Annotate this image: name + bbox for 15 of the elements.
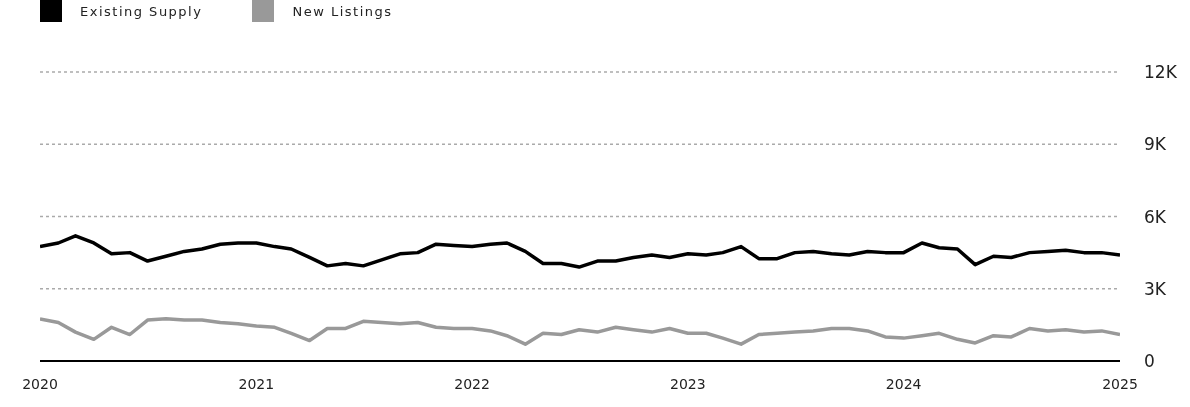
x-tick-label: 2025 xyxy=(1102,375,1138,392)
line-series xyxy=(40,317,1120,346)
x-tick-label: 2020 xyxy=(22,375,58,392)
y-tick-label: 12K xyxy=(1144,62,1178,83)
y-tick-label: 9K xyxy=(1144,134,1167,155)
y-tick-label: 0 xyxy=(1144,351,1155,372)
x-tick-label: 2021 xyxy=(238,375,275,392)
y-tick-label: 3K xyxy=(1144,278,1167,299)
y-tick-label: 6K xyxy=(1144,206,1167,227)
x-tick-label: 2023 xyxy=(670,375,706,392)
x-tick-label: 2024 xyxy=(885,375,922,392)
x-tick-label: 2022 xyxy=(454,375,490,392)
legend-label: New Listings xyxy=(292,3,393,19)
line-series xyxy=(40,234,1120,269)
legend-label: Existing Supply xyxy=(80,3,203,19)
